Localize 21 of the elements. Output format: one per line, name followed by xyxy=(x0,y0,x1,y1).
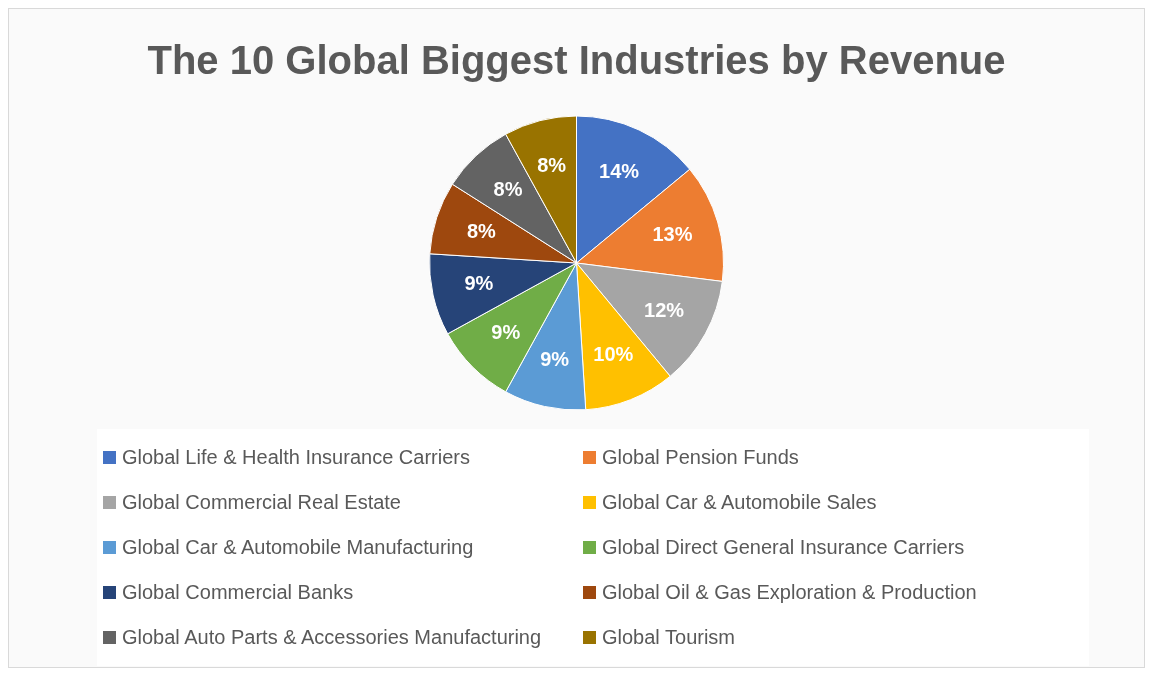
data-label: 10% xyxy=(593,343,634,366)
data-label: 13% xyxy=(652,222,693,245)
data-label: 8% xyxy=(466,219,497,242)
data-label: 14% xyxy=(599,160,640,183)
legend-label: Global Commercial Banks xyxy=(122,581,354,604)
legend-label: Global Tourism xyxy=(602,626,736,649)
legend-label: Global Commercial Real Estate xyxy=(122,491,401,514)
chart-title: The 10 Global Biggest Industries by Revenue xyxy=(147,38,1006,83)
data-label: 8% xyxy=(493,177,523,200)
legend-label: Global Car & Automobile Sales xyxy=(602,491,877,514)
legend-label: Global Car & Automobile Manufacturing xyxy=(122,536,474,559)
data-label: 9% xyxy=(491,321,521,344)
legend-label: Global Pension Funds xyxy=(602,446,799,469)
legend-label: Global Auto Parts & Accessories Manufacturing xyxy=(122,626,542,649)
data-label: 8% xyxy=(537,153,567,176)
legend-label: Global Oil & Gas Exploration & Production xyxy=(602,581,977,604)
legend-label: Global Direct General Insurance Carriers xyxy=(602,536,965,559)
data-label: 9% xyxy=(540,348,570,371)
legend-label: Global Life & Health Insurance Carriers xyxy=(122,446,470,469)
data-label: 12% xyxy=(644,298,685,321)
data-label: 9% xyxy=(464,272,494,295)
